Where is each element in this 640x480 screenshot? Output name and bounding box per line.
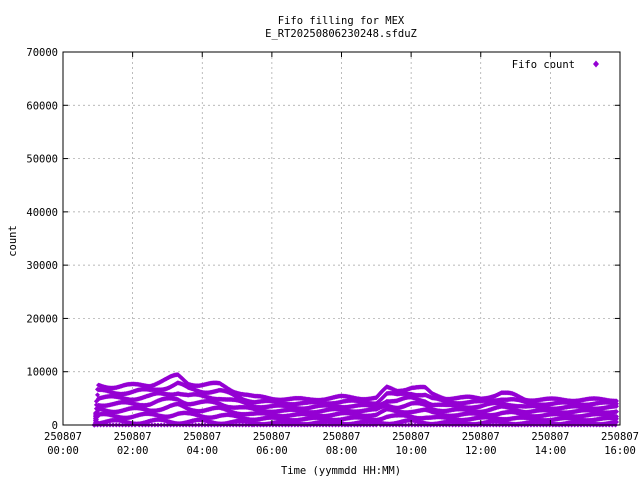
x-tick-time: 16:00 [604,445,636,457]
x-tick-time: 04:00 [186,445,218,457]
y-tick-labels: 0 10000 20000 30000 40000 50000 60000 70000 [26,47,58,432]
x-tick-labels: 250807 00:00 250807 02:00 250807 04:00 250807 0… [44,431,639,457]
x-tick-date: 250807 [44,431,82,443]
legend-marker [593,60,599,68]
y-tick-label: 50000 [26,154,58,166]
grid-lines [63,52,620,425]
chart-subtitle: E_RT20250806230248.sfduZ [265,28,417,40]
data-point [614,419,619,425]
x-tick-date: 250807 [392,431,430,443]
x-tick-time: 12:00 [465,445,497,457]
y-tick-label: 0 [52,420,58,432]
x-tick-time: 06:00 [256,445,288,457]
x-tick-date: 250807 [114,431,152,443]
y-tick-label: 60000 [26,100,58,112]
y-tick-label: 40000 [26,207,58,219]
data-point [614,401,619,407]
y-tick-label: 10000 [26,367,58,379]
x-tick-date: 250807 [183,431,221,443]
legend-label: Fifo count [512,59,575,71]
x-tick-time: 08:00 [326,445,358,457]
legend: Fifo count [512,59,599,71]
y-tick-label: 70000 [26,47,58,59]
data-point [614,398,619,404]
x-tick-time: 14:00 [535,445,567,457]
x-tick-time: 00:00 [47,445,79,457]
x-tick-date: 250807 [531,431,569,443]
x-tick-time: 10:00 [395,445,427,457]
x-tick-date: 250807 [601,431,639,443]
x-axis-label: Time (yymmdd HH:MM) [281,465,401,477]
data-point [614,409,619,415]
axis-ticks [62,51,621,426]
x-tick-date: 250807 [323,431,361,443]
data-point [614,414,619,419]
chart-title: Fifo filling for MEX [278,15,405,27]
y-tick-label: 20000 [26,313,58,325]
data-points [91,372,619,428]
x-tick-date: 250807 [462,431,500,443]
x-tick-date: 250807 [253,431,291,443]
data-point [614,403,619,409]
x-tick-time: 02:00 [117,445,149,457]
y-axis-label: count [7,225,19,257]
y-tick-label: 30000 [26,260,58,272]
data-point [95,392,100,398]
